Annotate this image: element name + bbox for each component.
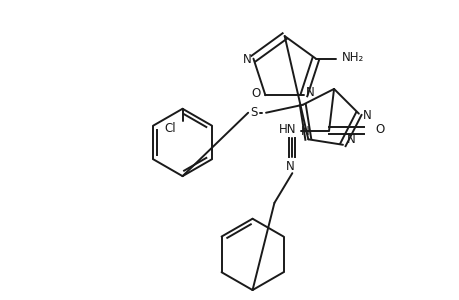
Text: N: N <box>243 53 252 66</box>
Text: NH₂: NH₂ <box>341 51 363 64</box>
Text: N: N <box>285 160 294 173</box>
Text: N: N <box>300 125 309 138</box>
Text: N: N <box>362 109 370 122</box>
Text: O: O <box>375 123 384 136</box>
Text: O: O <box>251 87 261 100</box>
Text: S: S <box>250 106 257 119</box>
Text: HN: HN <box>278 123 296 136</box>
Text: N: N <box>305 86 313 99</box>
Text: N: N <box>346 133 354 146</box>
Text: Cl: Cl <box>164 122 176 135</box>
